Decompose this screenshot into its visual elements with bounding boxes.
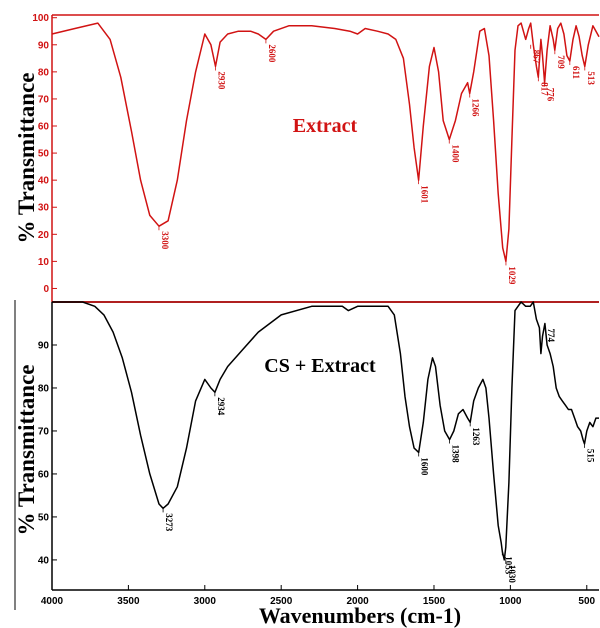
peak-label: 611 xyxy=(571,66,581,80)
peak-label: 3273 xyxy=(164,513,174,532)
y-tick-label: 60 xyxy=(38,122,50,133)
peak-label: 513 xyxy=(586,71,596,85)
y-tick-label: 100 xyxy=(32,13,49,24)
peak-label: 2600 xyxy=(267,44,277,63)
y-tick-label: 50 xyxy=(38,149,50,160)
extract-legend-label: Extract xyxy=(293,115,358,137)
spectrum-line-0 xyxy=(51,22,600,263)
y-tick-label: 20 xyxy=(38,230,50,241)
x-tick-label: 2500 xyxy=(270,596,293,607)
peak-label: 1398 xyxy=(451,445,461,464)
y-tick-label: 10 xyxy=(38,257,50,268)
y-tick-label: 90 xyxy=(38,40,50,51)
spectrum-line-1 xyxy=(52,301,599,561)
peak-label: 817 xyxy=(539,82,549,96)
y-tick-label: 40 xyxy=(38,555,50,566)
peak-label: 1029 xyxy=(507,266,517,285)
peak-label: 709 xyxy=(556,55,566,69)
peak-label: 1601 xyxy=(420,185,430,204)
x-tick-label: 2000 xyxy=(346,596,369,607)
extract-y-ticks: 0 10 20 30 40 50 60 70 80 90 100 xyxy=(32,13,57,295)
peak-label: 1600 xyxy=(420,457,430,476)
x-axis-title: Wavenumbers (cm-1) xyxy=(259,603,461,628)
peak-label: 776 xyxy=(546,88,556,102)
x-tick-label: 500 xyxy=(578,596,595,607)
peak-label: 774 xyxy=(546,329,556,343)
peak-label: 1400 xyxy=(450,145,460,164)
peak-label: 1030 xyxy=(507,565,517,584)
x-tick-label: 1000 xyxy=(499,596,522,607)
peak-label: 867 xyxy=(532,50,542,64)
peak-label: 1053 xyxy=(503,556,513,575)
extract-panel: 0 10 20 30 40 50 60 70 80 90 100 3300 2930 2600 1601 1… xyxy=(14,13,600,610)
peak-label: 2934 xyxy=(216,397,226,416)
peak-label: 1266 xyxy=(471,99,481,118)
cs-extract-panel: 40 50 60 70 80 90 4000 3500 3000 2500 2000 1500 100… xyxy=(14,301,599,628)
extract-y-axis-title: % Transmittance xyxy=(14,73,39,244)
y-tick-label: 80 xyxy=(38,383,50,394)
y-tick-label: 0 xyxy=(43,284,49,295)
y-tick-label: 60 xyxy=(38,469,50,480)
peak-label: 1263 xyxy=(471,427,481,446)
x-tick-label: 3500 xyxy=(117,596,140,607)
x-tick-label: 1500 xyxy=(423,596,446,607)
y-tick-label: 90 xyxy=(38,340,50,351)
x-tick-label: 3000 xyxy=(194,596,217,607)
peak-label: 3300 xyxy=(160,231,170,250)
x-axis-ticks: 4000 3500 3000 2500 2000 1500 1000 500 xyxy=(41,585,596,607)
y-tick-label: 80 xyxy=(38,67,50,78)
cs-extract-y-ticks: 40 50 60 70 80 90 xyxy=(38,340,57,566)
y-tick-label: 70 xyxy=(38,94,50,105)
x-tick-label: 4000 xyxy=(41,596,64,607)
y-tick-label: 70 xyxy=(38,426,50,437)
y-tick-label: 30 xyxy=(38,203,50,214)
cs-extract-legend-label: CS + Extract xyxy=(264,355,376,377)
cs-extract-y-axis-title: % Transmittance xyxy=(14,365,39,536)
peak-label: 515 xyxy=(586,449,596,463)
y-tick-label: 50 xyxy=(38,512,50,523)
peak-label: 2930 xyxy=(217,71,227,90)
y-tick-label: 40 xyxy=(38,176,50,187)
